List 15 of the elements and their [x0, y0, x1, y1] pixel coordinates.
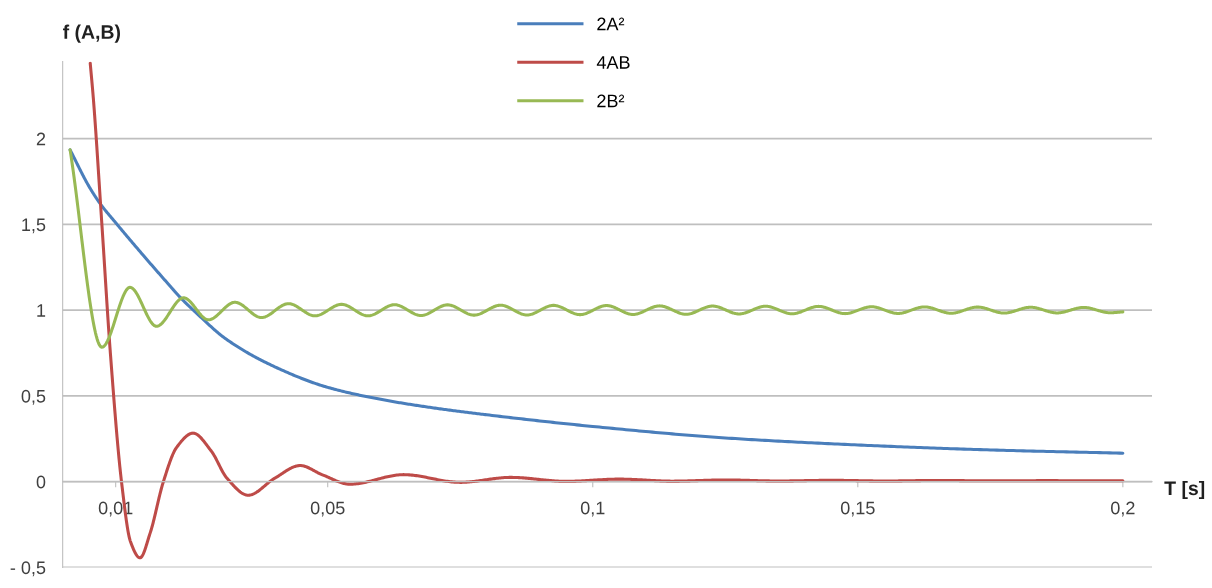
x-tick-label: 0,1	[580, 501, 605, 517]
legend-label: 2A²	[597, 17, 625, 31]
x-tick-label: 0,05	[310, 501, 345, 517]
x-axis-title: T [s]	[1164, 480, 1205, 500]
y-tick-label: 2	[36, 132, 46, 146]
y-tick-label: 0	[36, 475, 46, 489]
legend-label: 2B²	[597, 94, 625, 108]
y-tick-label: 0,5	[21, 389, 46, 405]
legend-label: 4AB	[596, 56, 630, 69]
y-axis-title: f (A,B)	[62, 24, 121, 43]
y-tick-label: 1,5	[22, 218, 46, 234]
x-tick-label: 0,15	[840, 501, 875, 517]
x-tick-label: 0,2	[1111, 501, 1135, 517]
y-tick-label: - 0,5	[10, 561, 46, 577]
y-tick-label: 1	[37, 304, 46, 317]
